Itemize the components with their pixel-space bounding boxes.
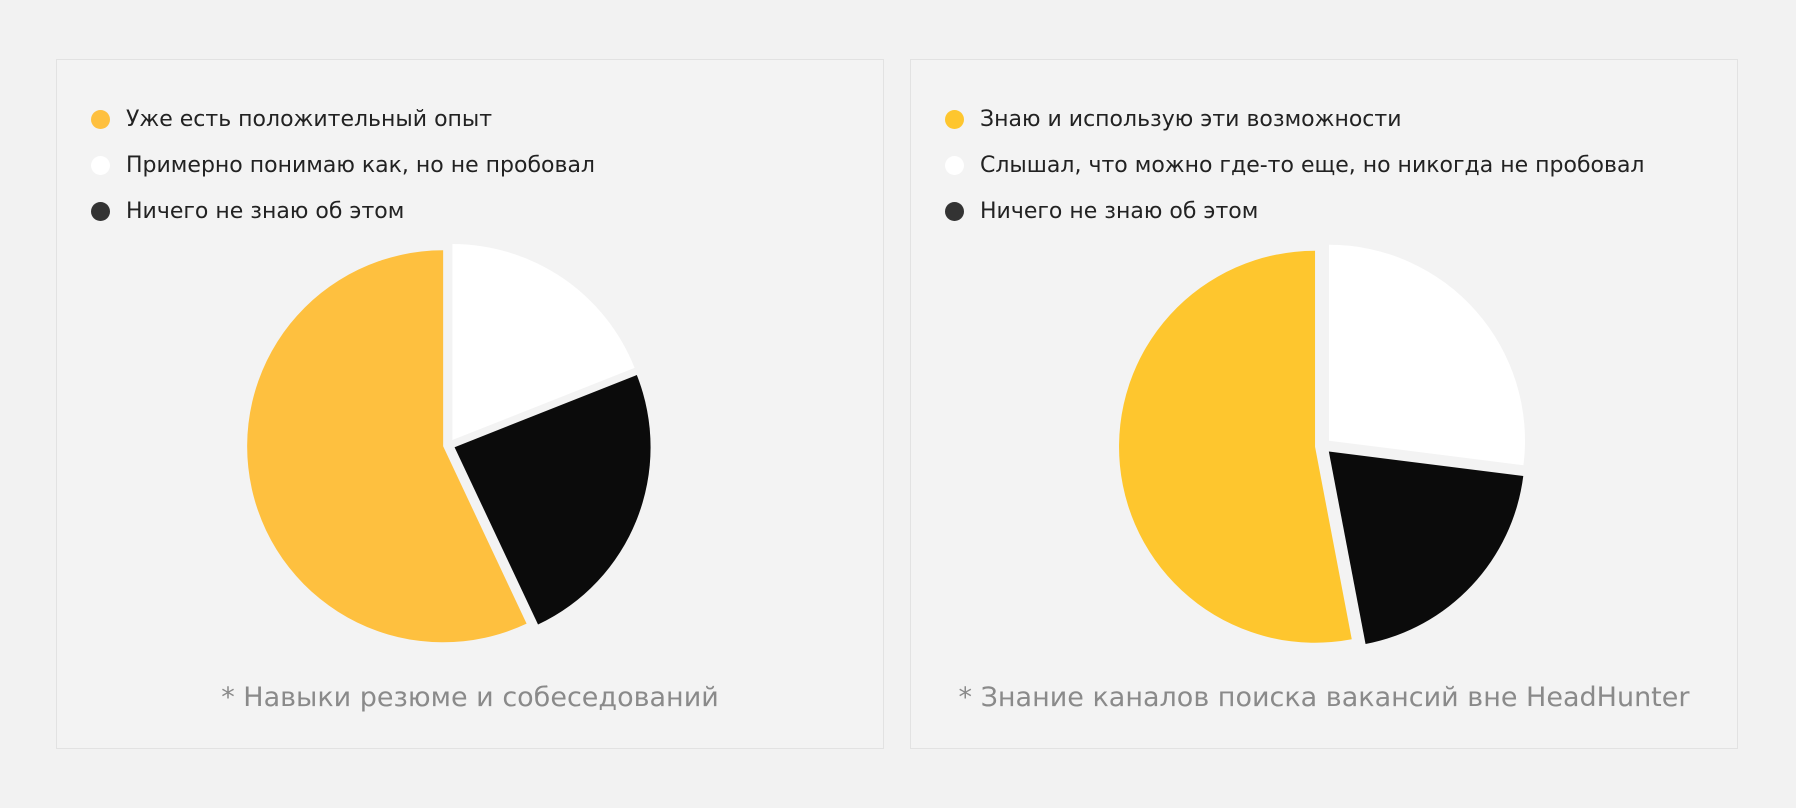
legend-swatch-yellow xyxy=(91,109,110,129)
legend-swatch-white xyxy=(91,155,110,175)
legend-swatch-black xyxy=(945,201,964,221)
slice-understand-not-tried xyxy=(452,244,635,441)
legend-label: Ничего не знаю об этом xyxy=(980,198,1259,224)
slice-positive-experience xyxy=(247,250,527,643)
slice-know-nothing xyxy=(1328,451,1524,645)
legend-label: Слышал, что можно где-то еще, но никогда… xyxy=(980,152,1645,178)
slice-know-and-use xyxy=(1119,250,1352,643)
slice-heard-not-tried xyxy=(1329,244,1526,466)
legend-label: Знаю и использую эти возможности xyxy=(980,106,1402,132)
pie-chart xyxy=(247,244,651,643)
legend-swatch-black xyxy=(91,201,110,221)
legend: Уже есть положительный опыт Примерно пон… xyxy=(91,96,595,234)
legend-item-know-nothing: Ничего не знаю об этом xyxy=(945,188,1645,234)
legend-item-positive-experience: Уже есть положительный опыт xyxy=(91,96,595,142)
chart-caption: * Навыки резюме и собеседований xyxy=(221,682,719,713)
legend-label: Уже есть положительный опыт xyxy=(126,106,493,132)
legend-item-know-nothing: Ничего не знаю об этом xyxy=(91,188,595,234)
pie-chart xyxy=(1119,244,1526,645)
legend-label: Ничего не знаю об этом xyxy=(126,198,405,224)
legend-swatch-yellow xyxy=(945,109,964,129)
legend-label: Примерно понимаю как, но не пробовал xyxy=(126,152,595,178)
legend-item-heard-not-tried: Слышал, что можно где-то еще, но никогда… xyxy=(945,142,1645,188)
legend-item-understand-not-tried: Примерно понимаю как, но не пробовал xyxy=(91,142,595,188)
slice-know-nothing xyxy=(454,375,651,625)
chart-caption: * Знание каналов поиска вакансий вне Hea… xyxy=(958,682,1690,713)
legend-item-know-and-use: Знаю и использую эти возможности xyxy=(945,96,1645,142)
chart-panel-resume-skills: Уже есть положительный опыт Примерно пон… xyxy=(56,59,884,749)
legend-swatch-white xyxy=(945,155,964,175)
legend: Знаю и использую эти возможности Слышал,… xyxy=(945,96,1645,234)
chart-panel-job-channels: Знаю и использую эти возможности Слышал,… xyxy=(910,59,1738,749)
